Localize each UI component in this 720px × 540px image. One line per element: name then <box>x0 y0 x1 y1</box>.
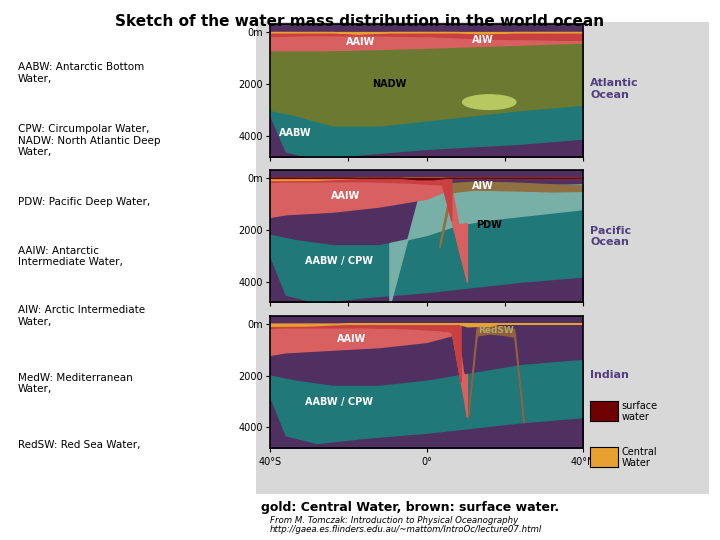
Text: AABW / CPW: AABW / CPW <box>305 396 373 407</box>
Text: AABW: AABW <box>279 129 311 138</box>
Text: MedW: MedW <box>474 98 505 106</box>
Text: Central
Water: Central Water <box>621 447 657 468</box>
Text: AIW: AIW <box>472 35 494 45</box>
Text: Sketch of the water mass distribution in the world ocean: Sketch of the water mass distribution in… <box>115 14 605 29</box>
Text: AIW: Arctic Intermediate
Water,: AIW: Arctic Intermediate Water, <box>18 305 145 327</box>
Text: PDW: Pacific Deep Water,: PDW: Pacific Deep Water, <box>18 197 150 207</box>
Polygon shape <box>463 95 516 110</box>
Text: AAIW: AAIW <box>346 37 375 47</box>
Text: PDW: PDW <box>477 220 502 229</box>
Text: AAIW: AAIW <box>330 191 360 201</box>
Text: http://gaea.es.flinders.edu.au/~mattom/IntroOc/lecture07.html: http://gaea.es.flinders.edu.au/~mattom/I… <box>270 525 542 534</box>
Text: surface
water: surface water <box>621 401 657 422</box>
Text: AAIW: AAIW <box>337 334 366 344</box>
Text: MedW: Mediterranean
Water,: MedW: Mediterranean Water, <box>18 373 132 394</box>
Text: Pacific
Ocean: Pacific Ocean <box>590 226 631 247</box>
Text: Atlantic
Ocean: Atlantic Ocean <box>590 78 639 100</box>
Text: NADW: NADW <box>372 79 406 89</box>
Text: AABW / CPW: AABW / CPW <box>305 256 373 266</box>
Text: gold: Central Water, brown: surface water.: gold: Central Water, brown: surface wate… <box>261 501 559 514</box>
Text: AABW: Antarctic Bottom
Water,: AABW: Antarctic Bottom Water, <box>18 62 144 84</box>
Text: AIW: AIW <box>472 181 494 191</box>
Text: Indian: Indian <box>590 370 629 380</box>
Text: AAIW: Antarctic
Intermediate Water,: AAIW: Antarctic Intermediate Water, <box>18 246 123 267</box>
Text: From M. Tomczak: Introduction to Physical Oceanography: From M. Tomczak: Introduction to Physica… <box>270 516 518 525</box>
Text: RedSW: RedSW <box>477 326 513 335</box>
Text: CPW: Circumpolar Water,
NADW: North Atlantic Deep
Water,: CPW: Circumpolar Water, NADW: North Atla… <box>18 124 161 157</box>
Text: RedSW: Red Sea Water,: RedSW: Red Sea Water, <box>18 440 140 450</box>
